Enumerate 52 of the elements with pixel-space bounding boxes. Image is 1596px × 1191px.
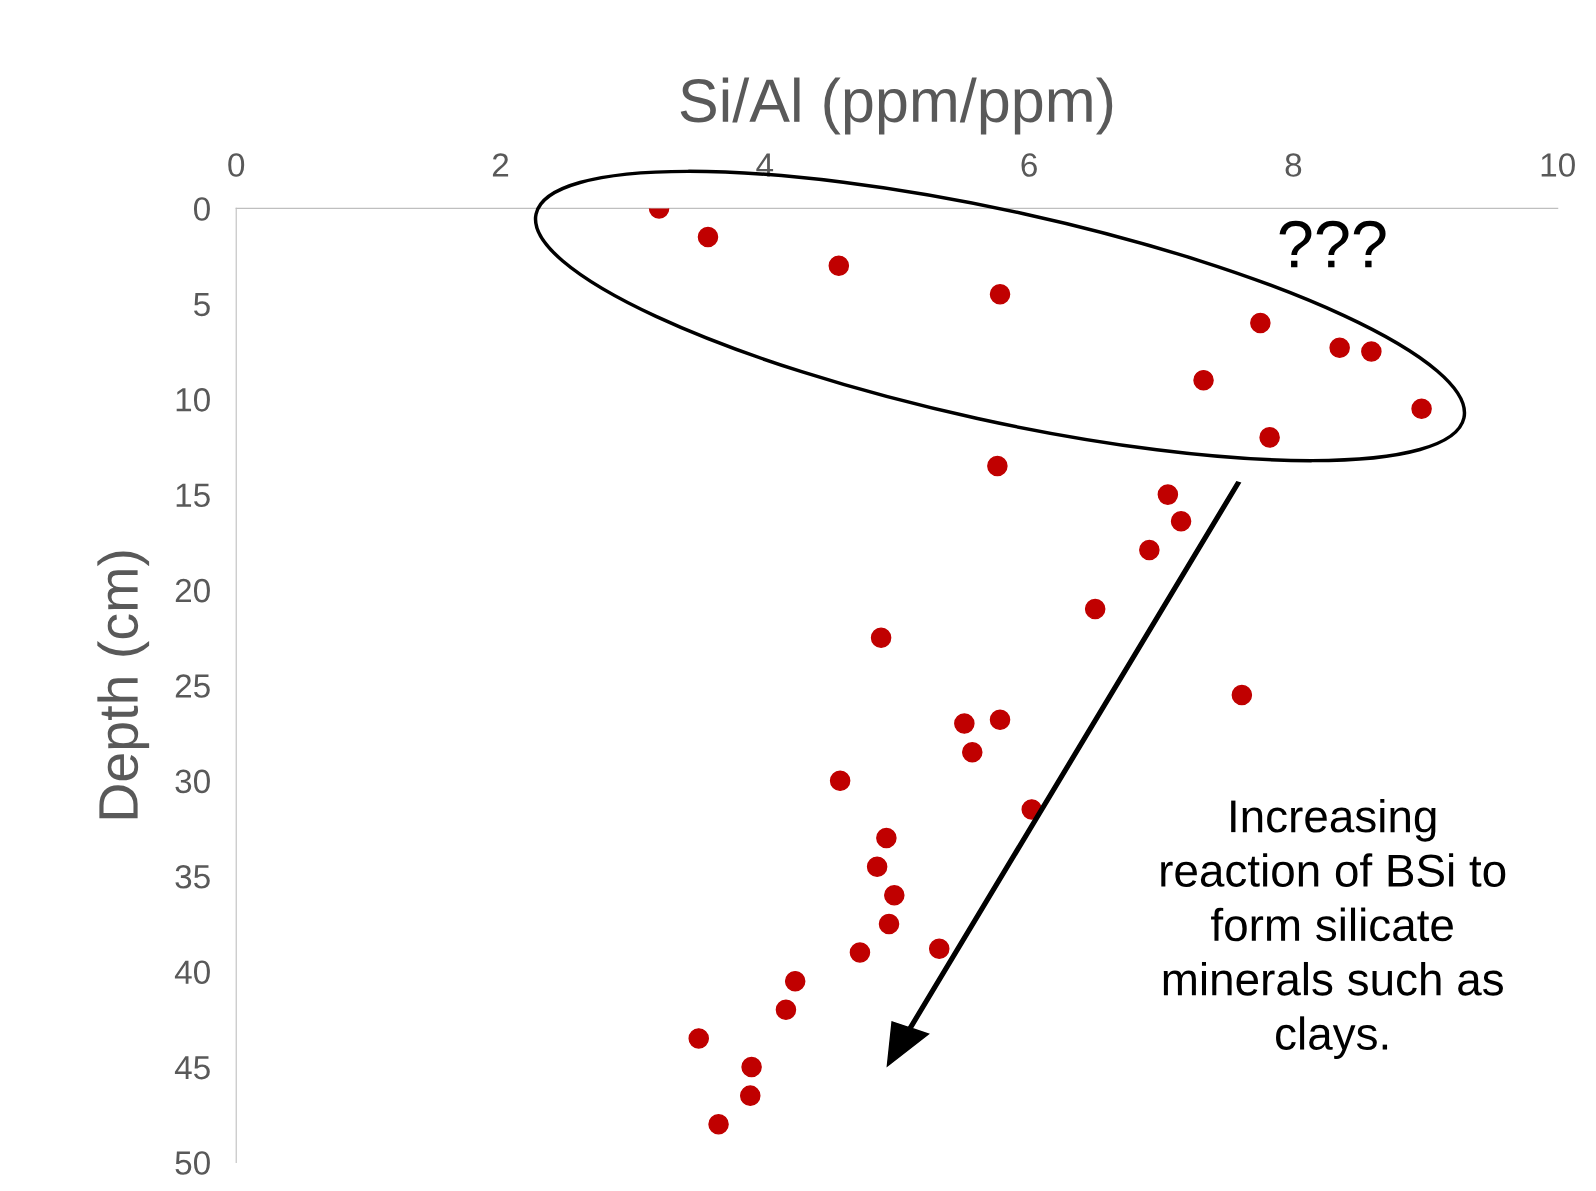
point xyxy=(1157,484,1179,505)
y-tick-label: 10 xyxy=(176,388,210,412)
x-axis-title: Si/Al (ppm/ppm) xyxy=(680,77,1113,135)
point xyxy=(784,970,806,992)
point xyxy=(989,709,1011,731)
annotation: Increasing reaction of BSi to form silicate minerals such as clays. xyxy=(1161,798,1506,1060)
y-tick-label: 5 xyxy=(194,292,210,317)
y-tick-label: 20 xyxy=(175,578,210,603)
point xyxy=(1411,398,1432,420)
point xyxy=(866,856,888,877)
y-tick-label: 45 xyxy=(174,1056,210,1080)
point xyxy=(697,226,719,248)
point xyxy=(829,770,851,792)
point xyxy=(870,627,892,648)
point xyxy=(878,913,900,935)
x-tick-label: 6 xyxy=(1021,153,1037,177)
point xyxy=(987,455,1008,477)
point xyxy=(1329,337,1350,358)
y-tick-label: 30 xyxy=(175,769,210,794)
x-tick-label: 8 xyxy=(1285,153,1302,177)
point xyxy=(989,284,1011,305)
y-tick-label: 35 xyxy=(175,865,210,889)
point xyxy=(962,741,983,763)
y-tick-label: 50 xyxy=(175,1151,210,1175)
annotation: ??? xyxy=(1279,220,1386,268)
point xyxy=(1170,511,1192,532)
point xyxy=(1193,369,1214,391)
y-tick-label: 15 xyxy=(176,483,210,508)
point xyxy=(954,713,975,734)
point xyxy=(1139,539,1160,561)
x-tick-label: 10 xyxy=(1541,153,1575,177)
point xyxy=(849,942,871,963)
point xyxy=(688,1028,709,1049)
point xyxy=(775,999,797,1021)
y-tick-label: 0 xyxy=(193,197,210,221)
point xyxy=(741,1056,762,1078)
x-tick-label: 2 xyxy=(492,153,509,177)
point xyxy=(1259,427,1280,448)
point xyxy=(884,885,905,906)
y-axis-title: Depth (cm) xyxy=(97,551,150,819)
y-tick-label: 25 xyxy=(175,674,210,698)
point xyxy=(1084,598,1106,620)
point xyxy=(1361,341,1382,362)
point xyxy=(1250,312,1271,334)
point xyxy=(739,1085,761,1106)
point xyxy=(1231,684,1253,706)
point xyxy=(928,938,950,959)
point xyxy=(708,1113,729,1135)
point xyxy=(876,827,897,849)
point xyxy=(828,255,850,276)
x-tick-label: 0 xyxy=(228,153,245,177)
y-tick-label: 40 xyxy=(174,960,210,985)
